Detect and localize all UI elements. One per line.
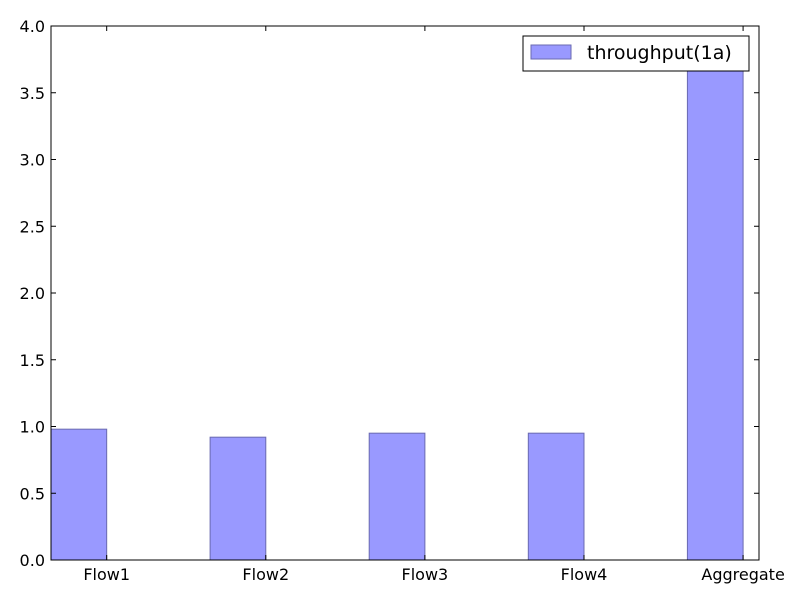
bar-flow3 [368,432,426,561]
y-tick-label: 3.5 [20,84,45,103]
x-tick-label: Flow3 [402,565,449,584]
x-tick-label: Flow4 [561,565,608,584]
y-tick-label: 2.0 [20,284,45,303]
ticks-layer: Flow1 Flow2 Flow3 Flow4 Aggregate 0.0 0.5 1.0 1.… [20,17,785,584]
y-tick-label: 2.5 [20,217,45,236]
x-tick-label: Aggregate [701,565,784,584]
legend-swatch [530,44,572,60]
bar-flow2 [209,436,267,561]
bars-layer [50,61,744,561]
x-tick-label: Flow1 [83,565,130,584]
legend: throughput(1a) [522,35,750,72]
y-tick-label: 0.5 [20,484,45,503]
y-tick-label: 4.0 [20,17,45,36]
y-tick-label: 3.0 [20,151,45,170]
y-tick-label: 0.0 [20,551,45,570]
bar-aggregate [686,61,744,561]
bar-flow1 [50,428,108,561]
y-tick-label: 1.5 [20,351,45,370]
x-tick-label: Flow2 [242,565,289,584]
bar-flow4 [527,432,585,561]
y-tick-label: 1.0 [20,418,45,437]
legend-label: throughput(1a) [587,42,732,64]
